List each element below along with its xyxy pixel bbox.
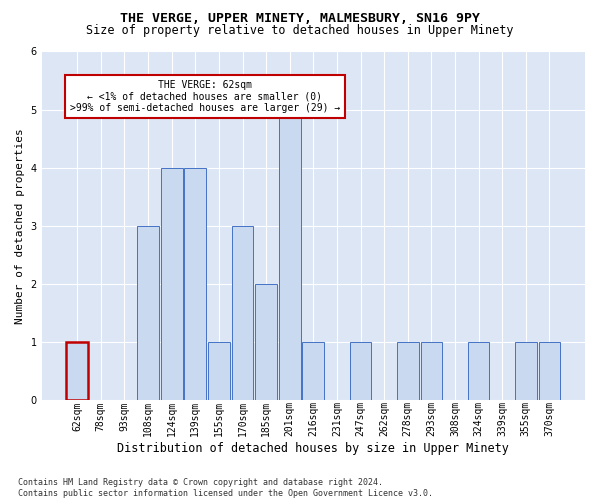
Bar: [421, 342, 442, 400]
Bar: [255, 284, 277, 400]
Text: Contains HM Land Registry data © Crown copyright and database right 2024.
Contai: Contains HM Land Registry data © Crown c…: [18, 478, 433, 498]
Bar: [67, 342, 88, 400]
Bar: [279, 110, 301, 400]
Bar: [232, 226, 253, 400]
Bar: [468, 342, 490, 400]
Bar: [302, 342, 324, 400]
X-axis label: Distribution of detached houses by size in Upper Minety: Distribution of detached houses by size …: [118, 442, 509, 455]
Bar: [397, 342, 419, 400]
Bar: [161, 168, 182, 400]
Bar: [350, 342, 371, 400]
Bar: [539, 342, 560, 400]
Bar: [137, 226, 159, 400]
Text: THE VERGE, UPPER MINETY, MALMESBURY, SN16 9PY: THE VERGE, UPPER MINETY, MALMESBURY, SN1…: [120, 12, 480, 26]
Bar: [515, 342, 536, 400]
Bar: [208, 342, 230, 400]
Bar: [184, 168, 206, 400]
Text: THE VERGE: 62sqm
← <1% of detached houses are smaller (0)
>99% of semi-detached : THE VERGE: 62sqm ← <1% of detached house…: [70, 80, 340, 114]
Text: Size of property relative to detached houses in Upper Minety: Size of property relative to detached ho…: [86, 24, 514, 37]
Y-axis label: Number of detached properties: Number of detached properties: [15, 128, 25, 324]
